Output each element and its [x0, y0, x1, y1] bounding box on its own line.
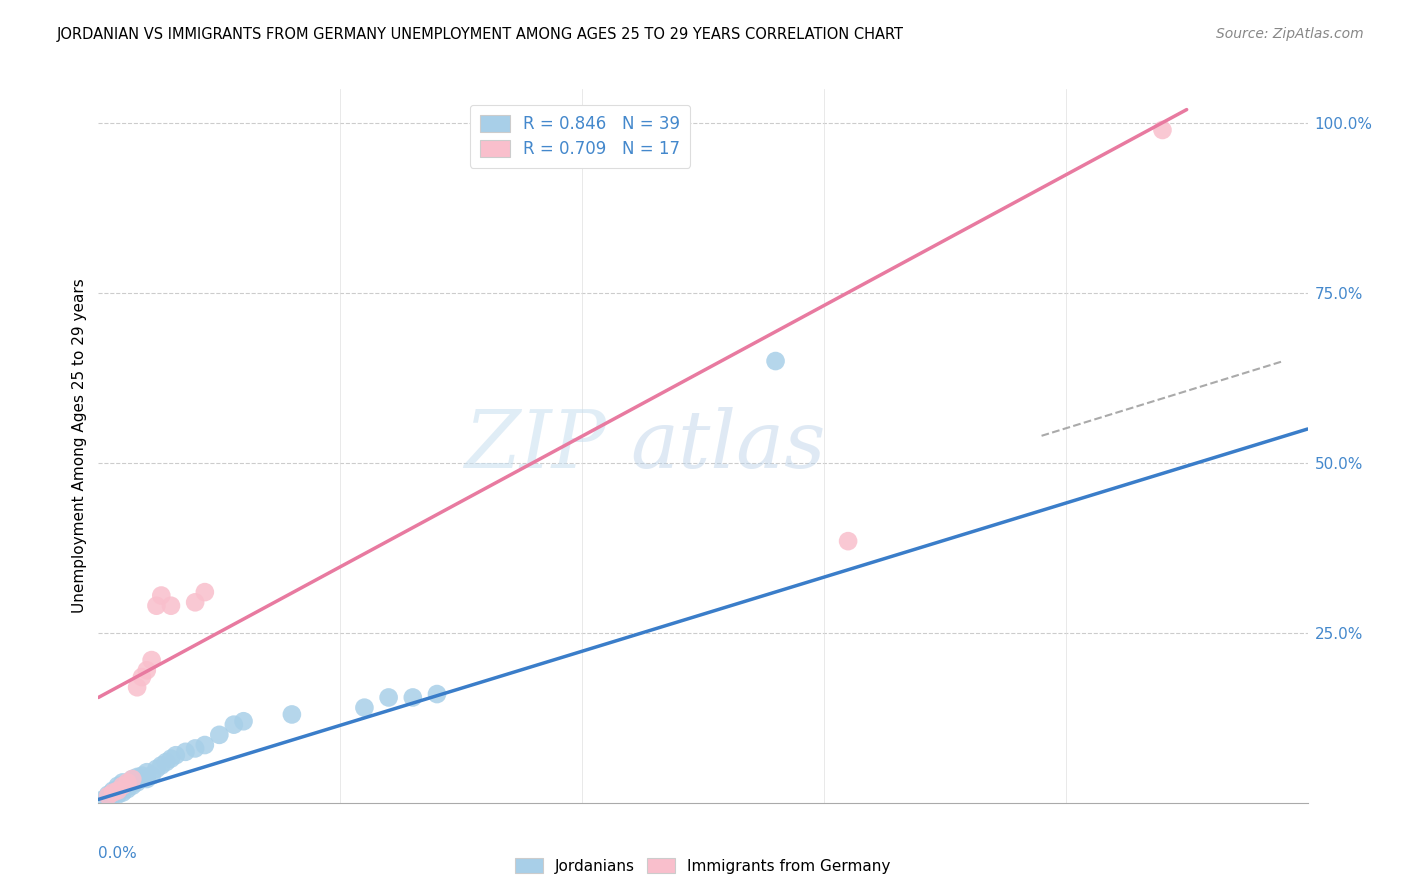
Point — [150, 589, 173, 603]
Point — [222, 717, 245, 731]
Point — [91, 792, 114, 806]
Point — [837, 534, 859, 549]
Point — [208, 728, 231, 742]
Point — [145, 599, 167, 613]
Point — [141, 769, 163, 783]
Point — [107, 782, 129, 797]
Point — [111, 775, 134, 789]
Point — [155, 755, 177, 769]
Point — [131, 769, 153, 783]
Point — [127, 770, 149, 784]
Point — [101, 783, 124, 797]
Point — [1152, 123, 1174, 137]
Point — [402, 690, 425, 705]
Point — [101, 786, 124, 800]
Point — [121, 772, 143, 786]
Point — [174, 745, 197, 759]
Point — [426, 687, 449, 701]
Point — [184, 741, 207, 756]
Point — [97, 788, 120, 802]
Point — [111, 780, 134, 795]
Point — [194, 585, 217, 599]
Point — [232, 714, 254, 729]
Text: ZIP: ZIP — [464, 408, 606, 484]
Point — [111, 786, 134, 800]
Legend: R = 0.846   N = 39, R = 0.709   N = 17: R = 0.846 N = 39, R = 0.709 N = 17 — [470, 104, 690, 168]
Point — [353, 700, 375, 714]
Point — [765, 354, 787, 368]
Point — [121, 779, 143, 793]
Point — [160, 751, 183, 765]
Point — [97, 790, 120, 805]
Text: atlas: atlas — [630, 408, 825, 484]
Point — [97, 789, 120, 803]
Point — [101, 786, 124, 800]
Point — [101, 789, 124, 803]
Point — [145, 762, 167, 776]
Point — [150, 758, 173, 772]
Point — [135, 663, 157, 677]
Point — [160, 599, 183, 613]
Legend: Jordanians, Immigrants from Germany: Jordanians, Immigrants from Germany — [509, 852, 897, 880]
Y-axis label: Unemployment Among Ages 25 to 29 years: Unemployment Among Ages 25 to 29 years — [72, 278, 87, 614]
Point — [184, 595, 207, 609]
Point — [194, 738, 217, 752]
Point — [107, 788, 129, 802]
Point — [117, 782, 139, 797]
Point — [141, 653, 163, 667]
Point — [377, 690, 399, 705]
Text: JORDANIAN VS IMMIGRANTS FROM GERMANY UNEMPLOYMENT AMONG AGES 25 TO 29 YEARS CORR: JORDANIAN VS IMMIGRANTS FROM GERMANY UNE… — [56, 27, 903, 42]
Point — [135, 765, 157, 780]
Point — [111, 779, 134, 793]
Point — [281, 707, 304, 722]
Point — [117, 775, 139, 789]
Point — [135, 772, 157, 786]
Text: Source: ZipAtlas.com: Source: ZipAtlas.com — [1216, 27, 1364, 41]
Point — [131, 670, 153, 684]
Point — [121, 772, 143, 786]
Point — [107, 783, 129, 797]
Point — [127, 775, 149, 789]
Point — [165, 748, 187, 763]
Point — [127, 680, 149, 694]
Point — [107, 779, 129, 793]
Text: 0.0%: 0.0% — [98, 846, 138, 861]
Point — [117, 777, 139, 791]
